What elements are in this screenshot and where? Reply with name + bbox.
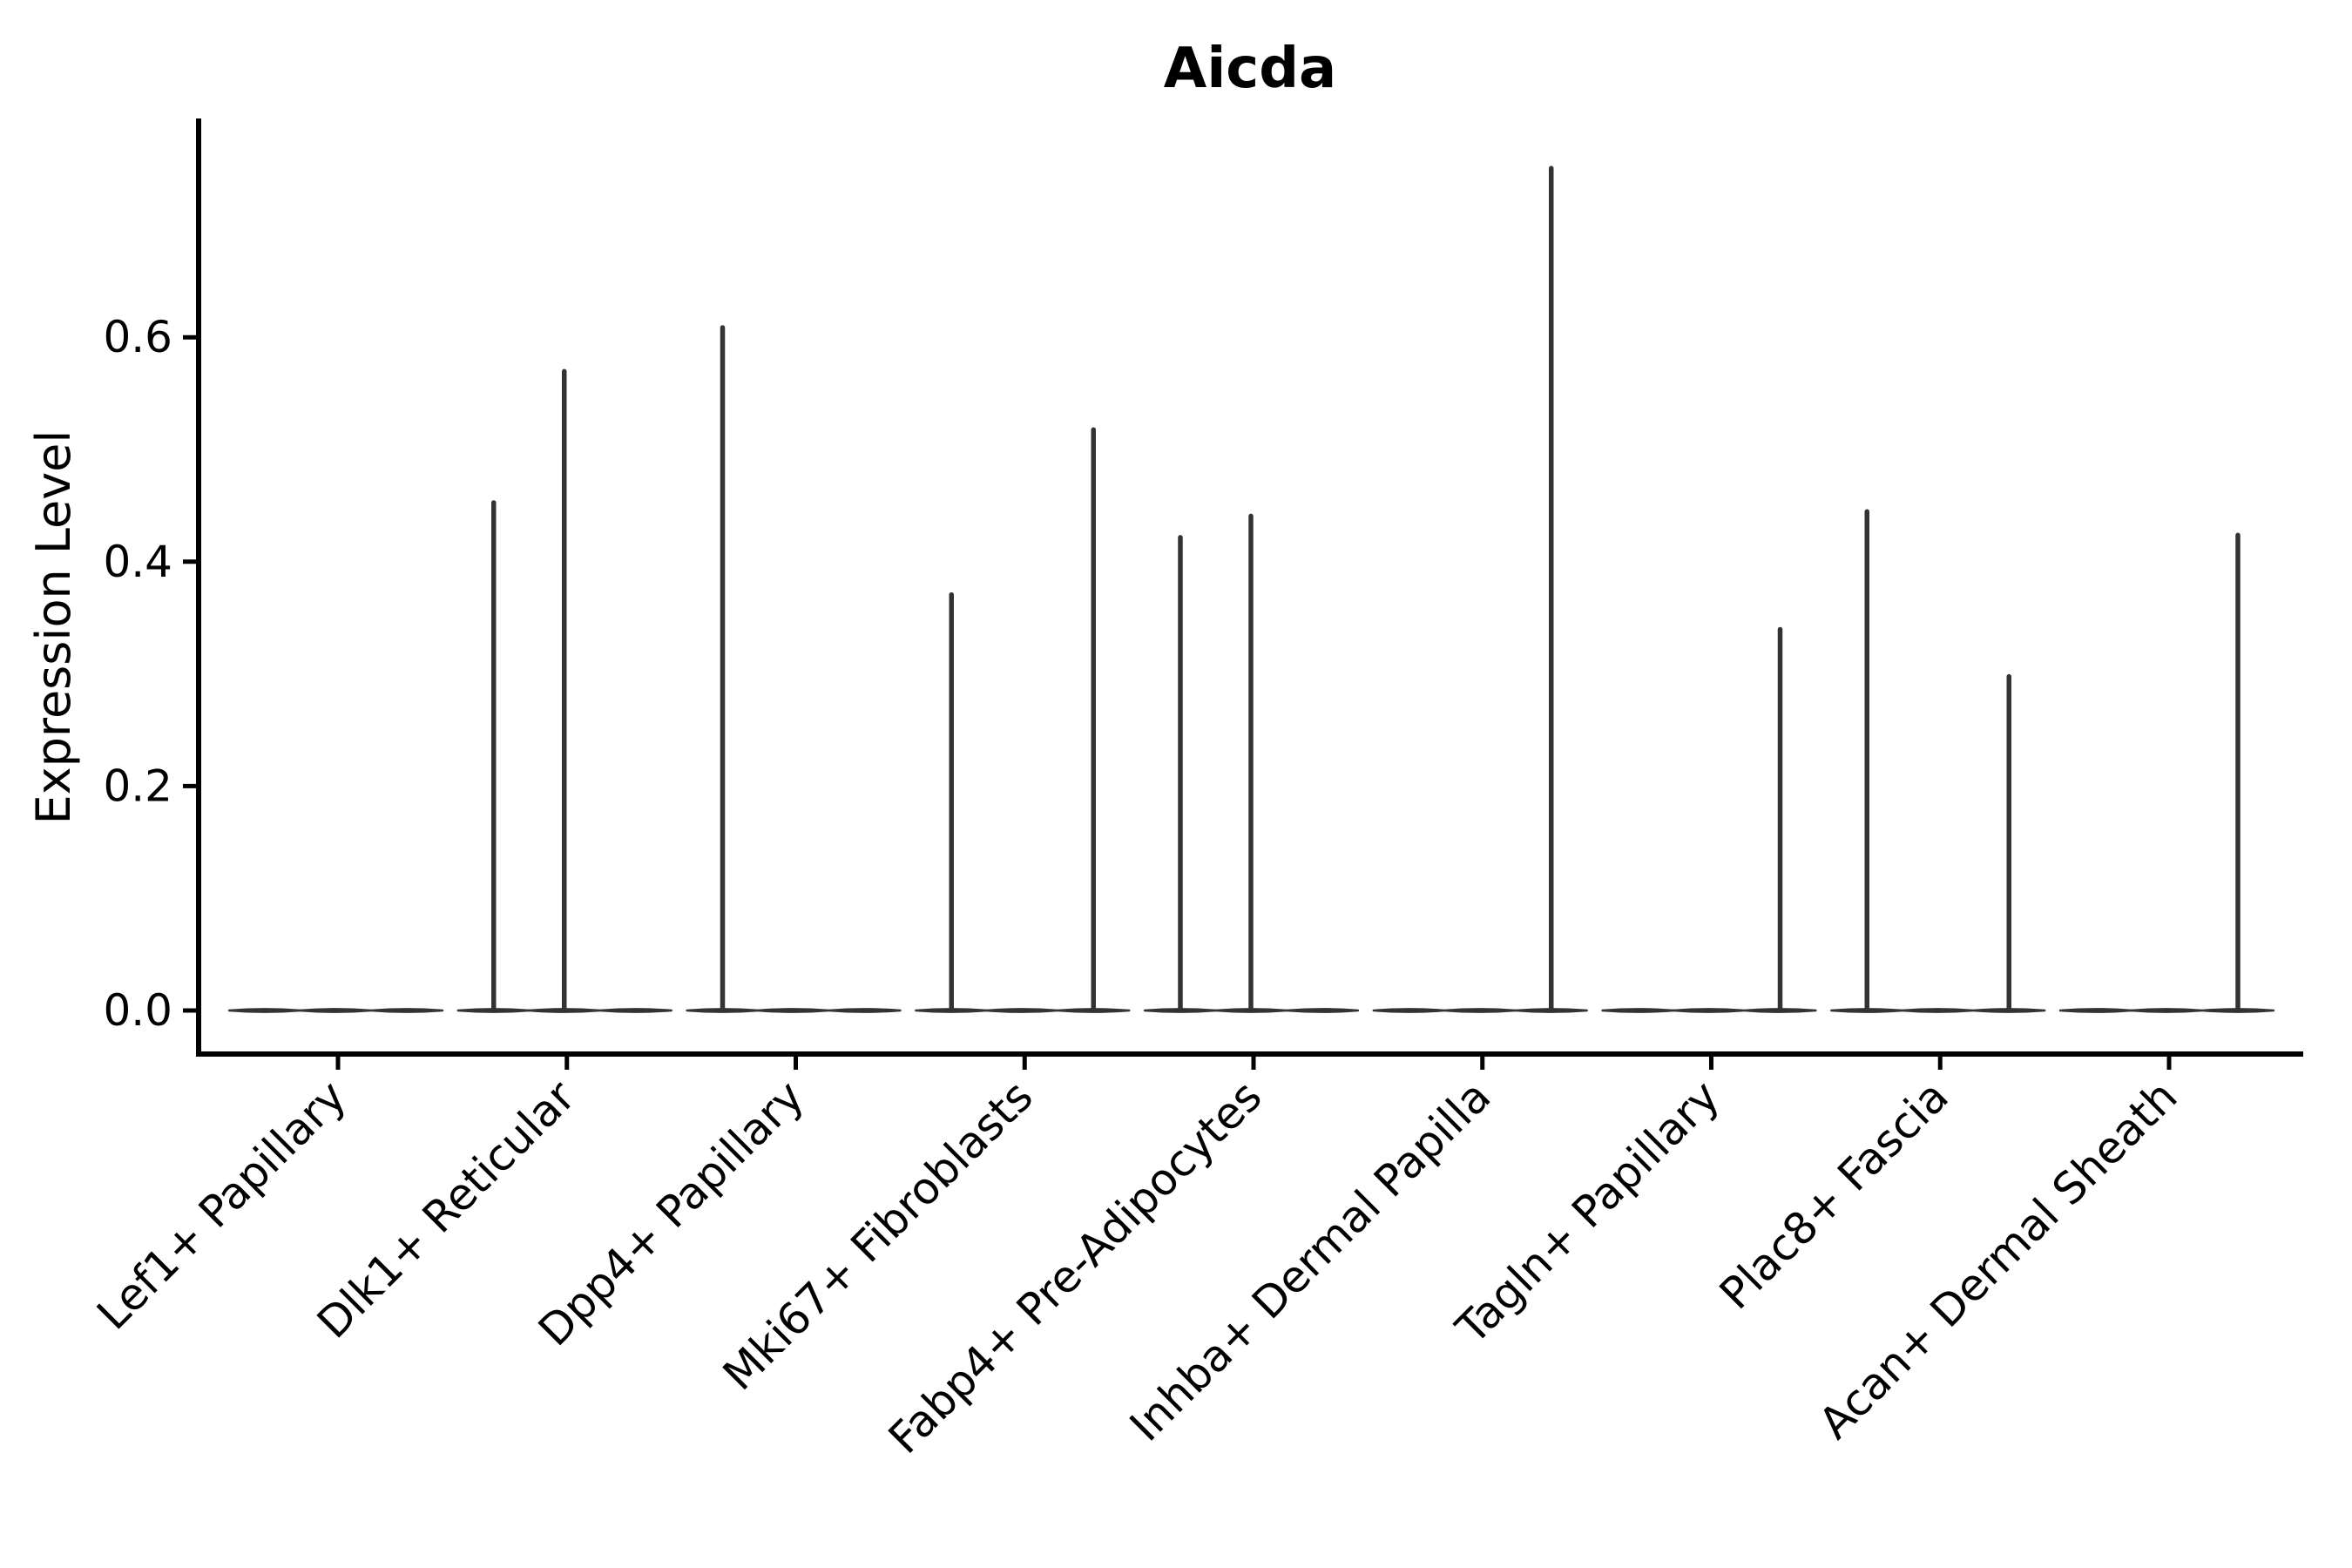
violin [456,500,531,1013]
violin [915,591,989,1013]
violin [828,1008,902,1013]
violin [598,1008,672,1013]
x-tick-label: Inhba+ Dermal Papilla [1120,1071,1500,1450]
violin [1057,427,1131,1013]
violin [1830,509,1904,1013]
violin-base [985,1008,1059,1013]
x-tick-label: Lef1+ Papillary [87,1071,355,1339]
violin-group [1830,509,2046,1013]
violin [1285,1008,1360,1013]
violin-group [2058,532,2275,1013]
violin-base [1901,1008,1975,1013]
violin-base [227,1008,302,1013]
violin-base [1443,1008,1517,1013]
violin-base [2129,1008,2204,1013]
violin [1672,1008,1746,1013]
y-tick-label: 0.6 [103,312,172,362]
violins-layer [227,166,2275,1013]
violin-base [1372,1008,1446,1013]
violin-group [915,427,1131,1013]
violin [369,1008,444,1013]
violin [1372,1008,1446,1013]
violin-base [756,1008,830,1013]
violin-base [598,1008,672,1013]
violin-base [1672,1008,1746,1013]
violin-group [227,1008,444,1013]
violin-group [456,368,672,1013]
violin [1213,513,1288,1013]
x-tick-label: Fabp4+ Pre-Adipocytes [879,1071,1272,1463]
violin [1743,626,1817,1013]
y-tick-label: 0.2 [103,760,172,811]
violin [2129,1008,2204,1013]
y-tick-label: 0.4 [103,537,172,587]
violin-base [1285,1008,1360,1013]
violin-base [2058,1008,2133,1013]
violin [1972,673,2046,1013]
violin [2200,532,2275,1013]
violin [298,1008,373,1013]
violin [1443,1008,1517,1013]
violin [985,1008,1059,1013]
violin [1601,1008,1675,1013]
y-tick-label: 0.0 [103,985,172,1036]
violin [2058,1008,2133,1013]
x-tick-label: Plac8+ Fascia [1710,1071,1958,1319]
violin [756,1008,830,1013]
violin-group [1601,626,1817,1013]
violin-group [686,325,902,1013]
violin-group [1143,513,1360,1013]
violin [527,368,601,1013]
violin-base [828,1008,902,1013]
violin [1514,166,1588,1013]
violin-base [1601,1008,1675,1013]
y-axis-ticks: 0.0 0.2 0.4 0.6 [103,312,199,1036]
violin [686,325,760,1013]
chart-title: Aicda [1164,37,1336,101]
violin-group [1372,166,1588,1013]
violin-base [298,1008,373,1013]
violin-base [369,1008,444,1013]
y-axis-label: Expression Level [26,430,81,825]
violin [227,1008,302,1013]
axes-spines [196,118,2303,1057]
violin [1901,1008,1975,1013]
violin [1143,535,1218,1013]
